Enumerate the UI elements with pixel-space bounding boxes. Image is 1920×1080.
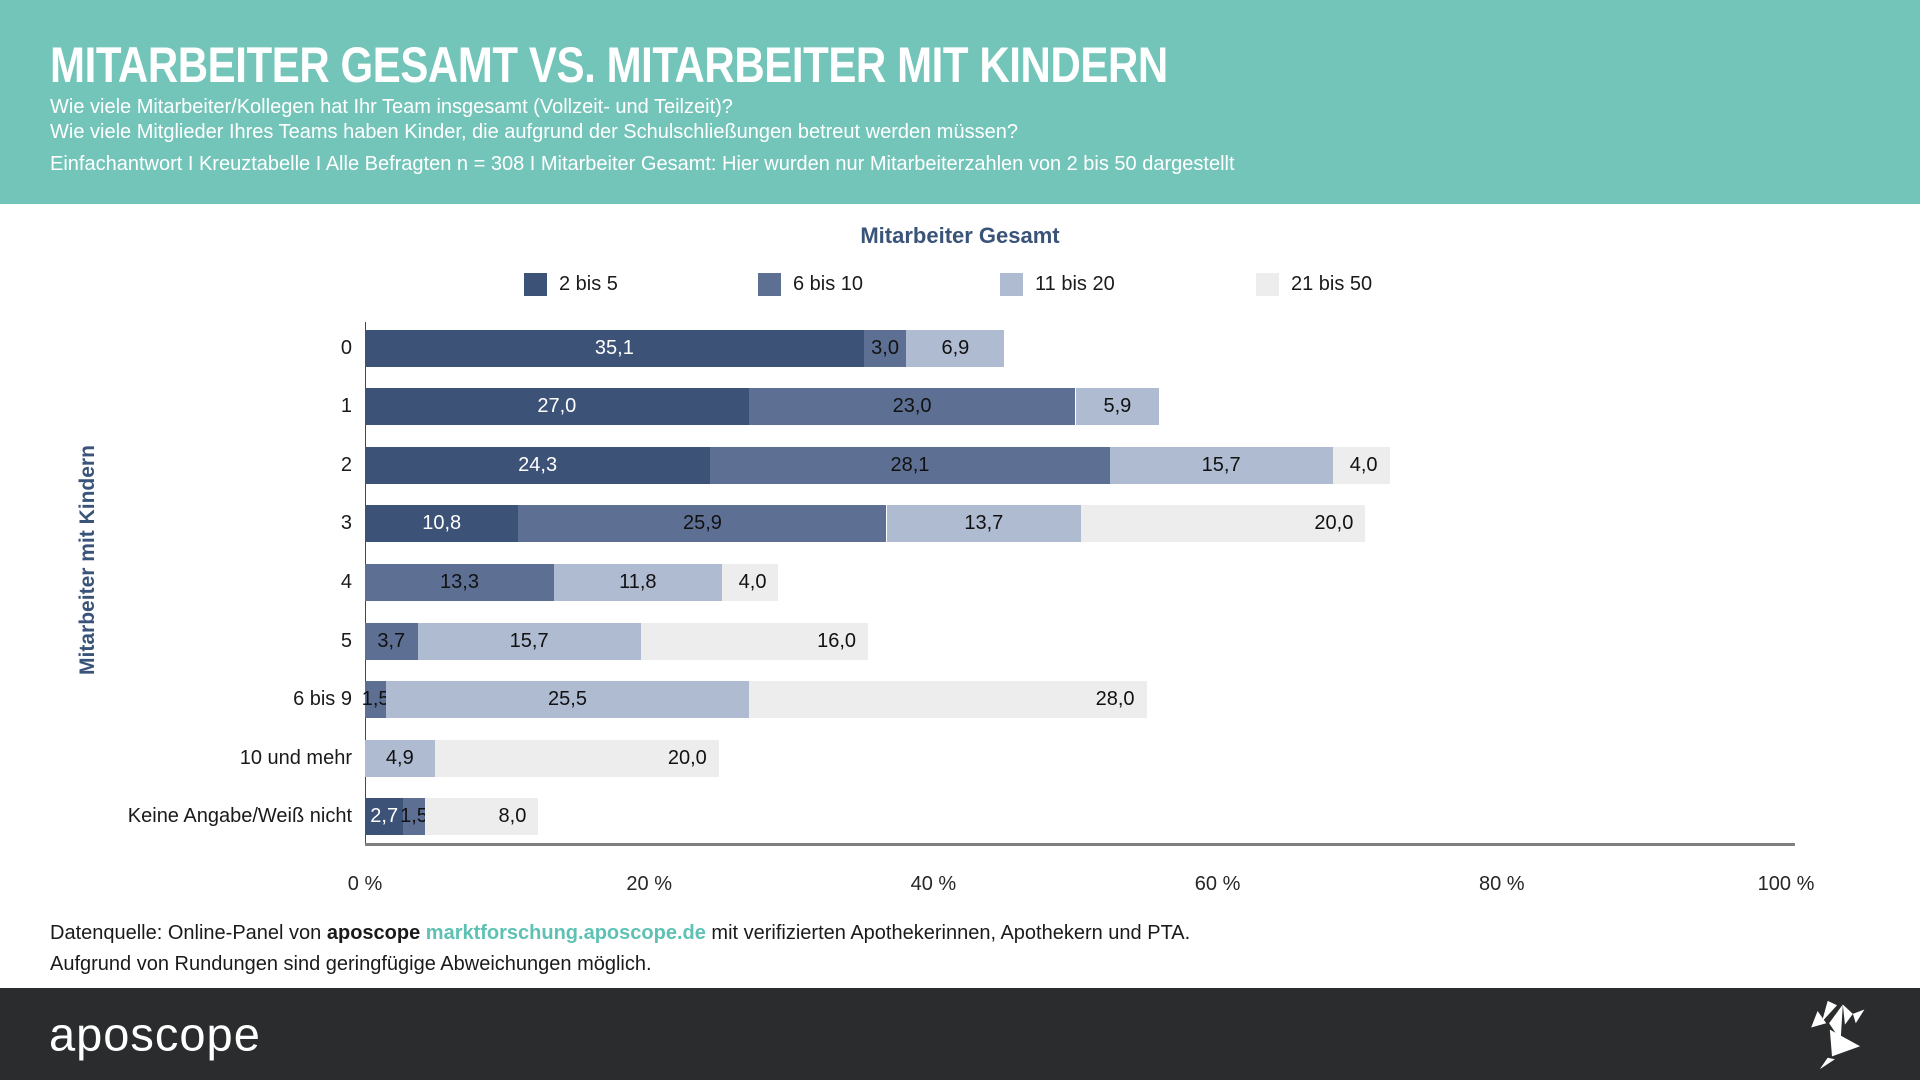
bar-segment: 6,9 — [906, 329, 1005, 367]
legend-label: 6 bis 10 — [793, 272, 864, 295]
stacked-bar-chart: 0 35,1 3,0 6,9 1 27,0 23,0 5,9 2 24,3 28,1 15,7 4,0 3… — [128, 322, 1814, 895]
bar-segment: 20,0 — [1081, 505, 1366, 543]
legend-title: Mitarbeiter Gesamt — [860, 223, 1060, 248]
bar-segment: 2,7 — [365, 798, 404, 836]
category-label: 3 — [340, 512, 352, 535]
legend-swatch — [1256, 272, 1279, 296]
bar-segment: 15,7 — [417, 622, 641, 660]
bar-segment: 4,9 — [365, 739, 435, 777]
aposcope-logo: aposcope — [49, 1007, 261, 1061]
source-prefix: Datenquelle: Online-Panel von — [50, 922, 322, 944]
category-label: 2 — [340, 453, 352, 476]
legend-swatch — [524, 272, 547, 296]
bar-segment: 15,7 — [1109, 446, 1333, 484]
legend-item-2: 6 bis 10 — [758, 272, 863, 296]
header-band: MITARBEITER GESAMT VS. MITARBEITER MIT K… — [0, 0, 1920, 204]
bar-segment: 13,7 — [886, 505, 1082, 543]
x-axis-tick-label: 100 % — [1757, 873, 1815, 895]
bar-segment: 1,5 — [362, 681, 390, 719]
legend-label: 21 bis 50 — [1291, 272, 1373, 295]
bar-segment: 16,0 — [640, 622, 869, 660]
bar-segment: 28,1 — [710, 446, 1110, 484]
bar-segment: 1,5 — [400, 798, 428, 836]
legend-label: 11 bis 20 — [1035, 272, 1115, 295]
bar-segment: 4,0 — [721, 563, 779, 601]
x-axis-tick-label: 0 % — [347, 873, 383, 895]
category-label: 0 — [340, 336, 352, 359]
bar-segment: 8,0 — [424, 798, 539, 836]
source-link[interactable]: marktforschung.aposcope.de — [425, 922, 706, 944]
bar-segment: 24,3 — [365, 446, 711, 484]
x-axis-tick-label: 60 % — [1194, 873, 1241, 895]
bar-segment: 27,0 — [365, 388, 749, 426]
category-label: 10 und mehr — [239, 746, 352, 769]
source-brand: aposcope — [326, 922, 421, 944]
legend-item-3: 11 bis 20 — [1000, 272, 1115, 296]
category-label: 1 — [340, 395, 352, 418]
data-source-note: Datenquelle: Online-Panel von aposcope m… — [50, 918, 1190, 980]
x-axis-line — [365, 843, 1795, 846]
legend-label: 2 bis 5 — [559, 272, 618, 295]
bar-segment: 28,0 — [748, 681, 1147, 719]
source-suffix: mit verifizierten Apothekerinnen, Apothe… — [711, 922, 1191, 944]
legend-swatch — [758, 272, 781, 296]
bar-segment: 13,3 — [365, 563, 554, 601]
page-title: MITARBEITER GESAMT VS. MITARBEITER MIT K… — [50, 37, 1168, 93]
subtitle-question-1: Wie viele Mitarbeiter/Kollegen hat Ihr T… — [50, 96, 733, 118]
bar-segment: 25,9 — [518, 505, 887, 543]
x-axis-tick-label: 20 % — [626, 873, 672, 895]
x-axis-tick-label: 40 % — [910, 873, 957, 895]
x-axis-tick-label: 80 % — [1479, 873, 1525, 895]
category-label: 6 bis 9 — [293, 688, 352, 711]
source-line-2: Aufgrund von Rundungen sind geringfügige… — [50, 953, 652, 975]
subtitle-question-2: Wie viele Mitglieder Ihres Teams haben K… — [50, 121, 1018, 143]
bar-segment: 35,1 — [365, 329, 864, 367]
bar-segment: 11,8 — [553, 563, 722, 601]
bar-segment: 3,7 — [365, 622, 418, 660]
category-label: 5 — [340, 629, 352, 652]
bar-segment: 10,8 — [365, 505, 519, 543]
source-line-1: Datenquelle: Online-Panel von aposcope m… — [50, 918, 1190, 949]
brand-bar: aposcope — [0, 988, 1920, 1080]
legend-item-4: 21 bis 50 — [1256, 272, 1372, 296]
category-label: 4 — [340, 570, 352, 593]
legend-item-1: 2 bis 5 — [524, 272, 618, 296]
bar-segment: 5,9 — [1075, 388, 1160, 426]
survey-meta-line: Einfachantwort I Kreuztabelle I Alle Bef… — [50, 153, 1235, 175]
bar-segment: 20,0 — [434, 739, 719, 777]
bar-segment: 25,5 — [386, 681, 749, 719]
legend-swatch — [1000, 272, 1023, 296]
origami-bird-icon — [1811, 1000, 1865, 1070]
bar-segment: 23,0 — [748, 388, 1076, 426]
bar-segment: 3,0 — [863, 329, 907, 367]
category-label: Keine Angabe/Weiß nicht — [127, 805, 352, 828]
bar-segment: 4,0 — [1332, 446, 1390, 484]
